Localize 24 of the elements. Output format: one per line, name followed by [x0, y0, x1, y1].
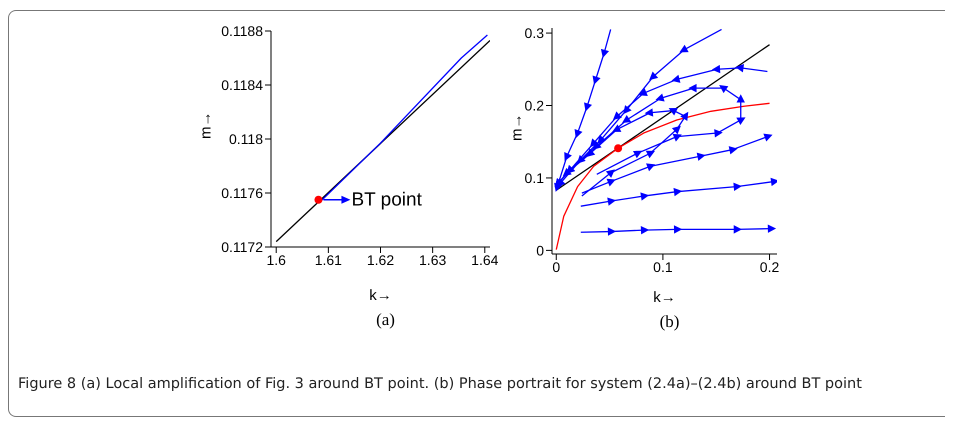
- y-tick-label: 0.1184: [221, 76, 264, 93]
- text: (a): [375, 310, 396, 330]
- x-tick-label: 0.2: [760, 258, 780, 275]
- y-tick-label: 0.118: [229, 130, 264, 147]
- caption: Figure 8 (a) Local amplification of Fig. 3 around BT point. (b) Phase portrait for system (2.4a)–(2.4b) around BT point: [18, 375, 863, 394]
- y-tick-label: 0.2: [524, 97, 544, 114]
- x-axis-title: k→: [369, 287, 392, 304]
- y-axis-title: m→: [508, 114, 526, 141]
- x-tick-label: 1.64: [471, 252, 499, 268]
- text: (b): [658, 312, 680, 332]
- x-tick-label: 1.6: [266, 252, 286, 268]
- x-tick-label: 1.63: [419, 252, 446, 268]
- annotation: BT point: [351, 189, 423, 210]
- y-tick-label: 0.3: [524, 25, 544, 42]
- y-axis-title: m→: [197, 112, 214, 139]
- x-tick-label: 0.1: [653, 258, 673, 275]
- x-tick-label: 1.61: [314, 252, 342, 268]
- x-tick-label: 1.62: [366, 252, 394, 268]
- y-tick-label: 0.1188: [221, 22, 264, 39]
- y-tick-label: 0.1: [524, 170, 544, 186]
- x-axis-title: k→: [653, 289, 676, 306]
- x-tick-label: 0: [552, 258, 560, 275]
- y-tick-label: 0.1176: [221, 184, 264, 201]
- y-tick-label: 0.1172: [221, 238, 264, 255]
